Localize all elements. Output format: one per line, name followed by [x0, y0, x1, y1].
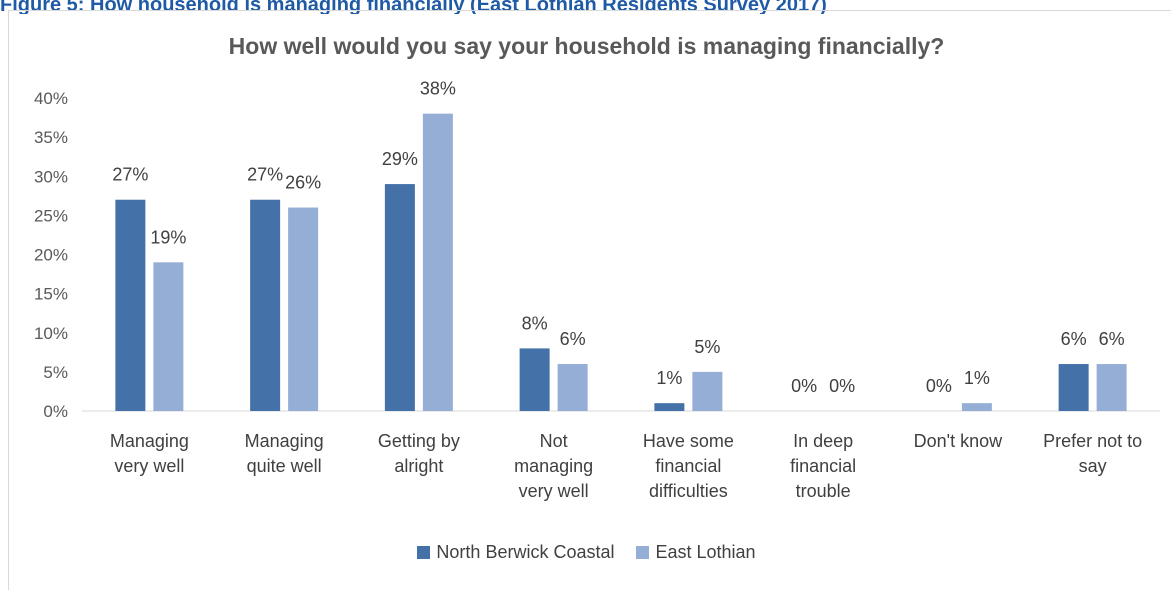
data-label: 0% — [926, 376, 952, 396]
y-tick-label: 20% — [34, 246, 68, 265]
bar-2 — [1096, 364, 1127, 411]
y-tick-label: 35% — [34, 128, 68, 147]
legend-item-series-2: East Lothian — [636, 542, 756, 563]
data-label: 27% — [247, 165, 283, 185]
y-tick-label: 40% — [34, 89, 68, 108]
data-label: 6% — [1099, 329, 1125, 349]
data-label: 6% — [560, 329, 586, 349]
bar-2 — [961, 403, 992, 411]
bar-1 — [384, 184, 415, 411]
x-tick-label: Getting by alright — [378, 431, 460, 476]
data-label: 6% — [1061, 329, 1087, 349]
legend-label-series-1: North Berwick Coastal — [436, 542, 615, 562]
data-label: 19% — [150, 227, 186, 247]
x-tick-label: Managing very well — [110, 431, 189, 476]
bar-1 — [1058, 364, 1089, 411]
bar-1 — [519, 348, 550, 411]
chart-title: How well would you say your household is… — [228, 33, 945, 59]
x-tick-label: Have some financial difficulties — [643, 431, 734, 501]
y-tick-label: 25% — [34, 206, 68, 225]
data-label: 5% — [694, 337, 720, 357]
bar-2 — [153, 262, 184, 411]
bar-1 — [115, 199, 146, 411]
x-tick-label: In deep financial trouble — [790, 431, 856, 501]
bar-2 — [288, 207, 319, 411]
y-tick-label: 10% — [34, 324, 68, 343]
y-tick-label: 0% — [43, 402, 68, 421]
legend-label-series-2: East Lothian — [655, 542, 756, 562]
data-label: 29% — [382, 149, 418, 169]
chart-legend: North Berwick Coastal East Lothian — [0, 542, 1173, 563]
data-label: 26% — [285, 173, 321, 193]
data-label: 38% — [420, 79, 456, 99]
bar-2 — [422, 113, 453, 412]
legend-item-series-1: North Berwick Coastal — [417, 542, 614, 563]
data-label: 1% — [964, 368, 990, 388]
legend-swatch-series-2 — [636, 546, 650, 559]
data-label: 27% — [112, 165, 148, 185]
data-label: 8% — [522, 313, 548, 333]
bar-2 — [692, 371, 723, 411]
x-tick-label: Not managing very well — [514, 431, 593, 501]
bar-1 — [654, 403, 685, 411]
data-label: 1% — [656, 368, 682, 388]
bar-1 — [250, 199, 281, 411]
bar-2 — [557, 364, 588, 411]
y-tick-label: 15% — [34, 285, 68, 304]
data-label: 0% — [829, 376, 855, 396]
y-tick-label: 5% — [43, 363, 68, 382]
y-tick-label: 30% — [34, 167, 68, 186]
x-tick-label: Prefer not to say — [1043, 431, 1142, 476]
x-tick-label: Managing quite well — [245, 431, 324, 476]
legend-swatch-series-1 — [417, 546, 431, 559]
data-label: 0% — [791, 376, 817, 396]
chart-frame — [8, 10, 1171, 590]
x-tick-label: Don't know — [914, 431, 1003, 451]
